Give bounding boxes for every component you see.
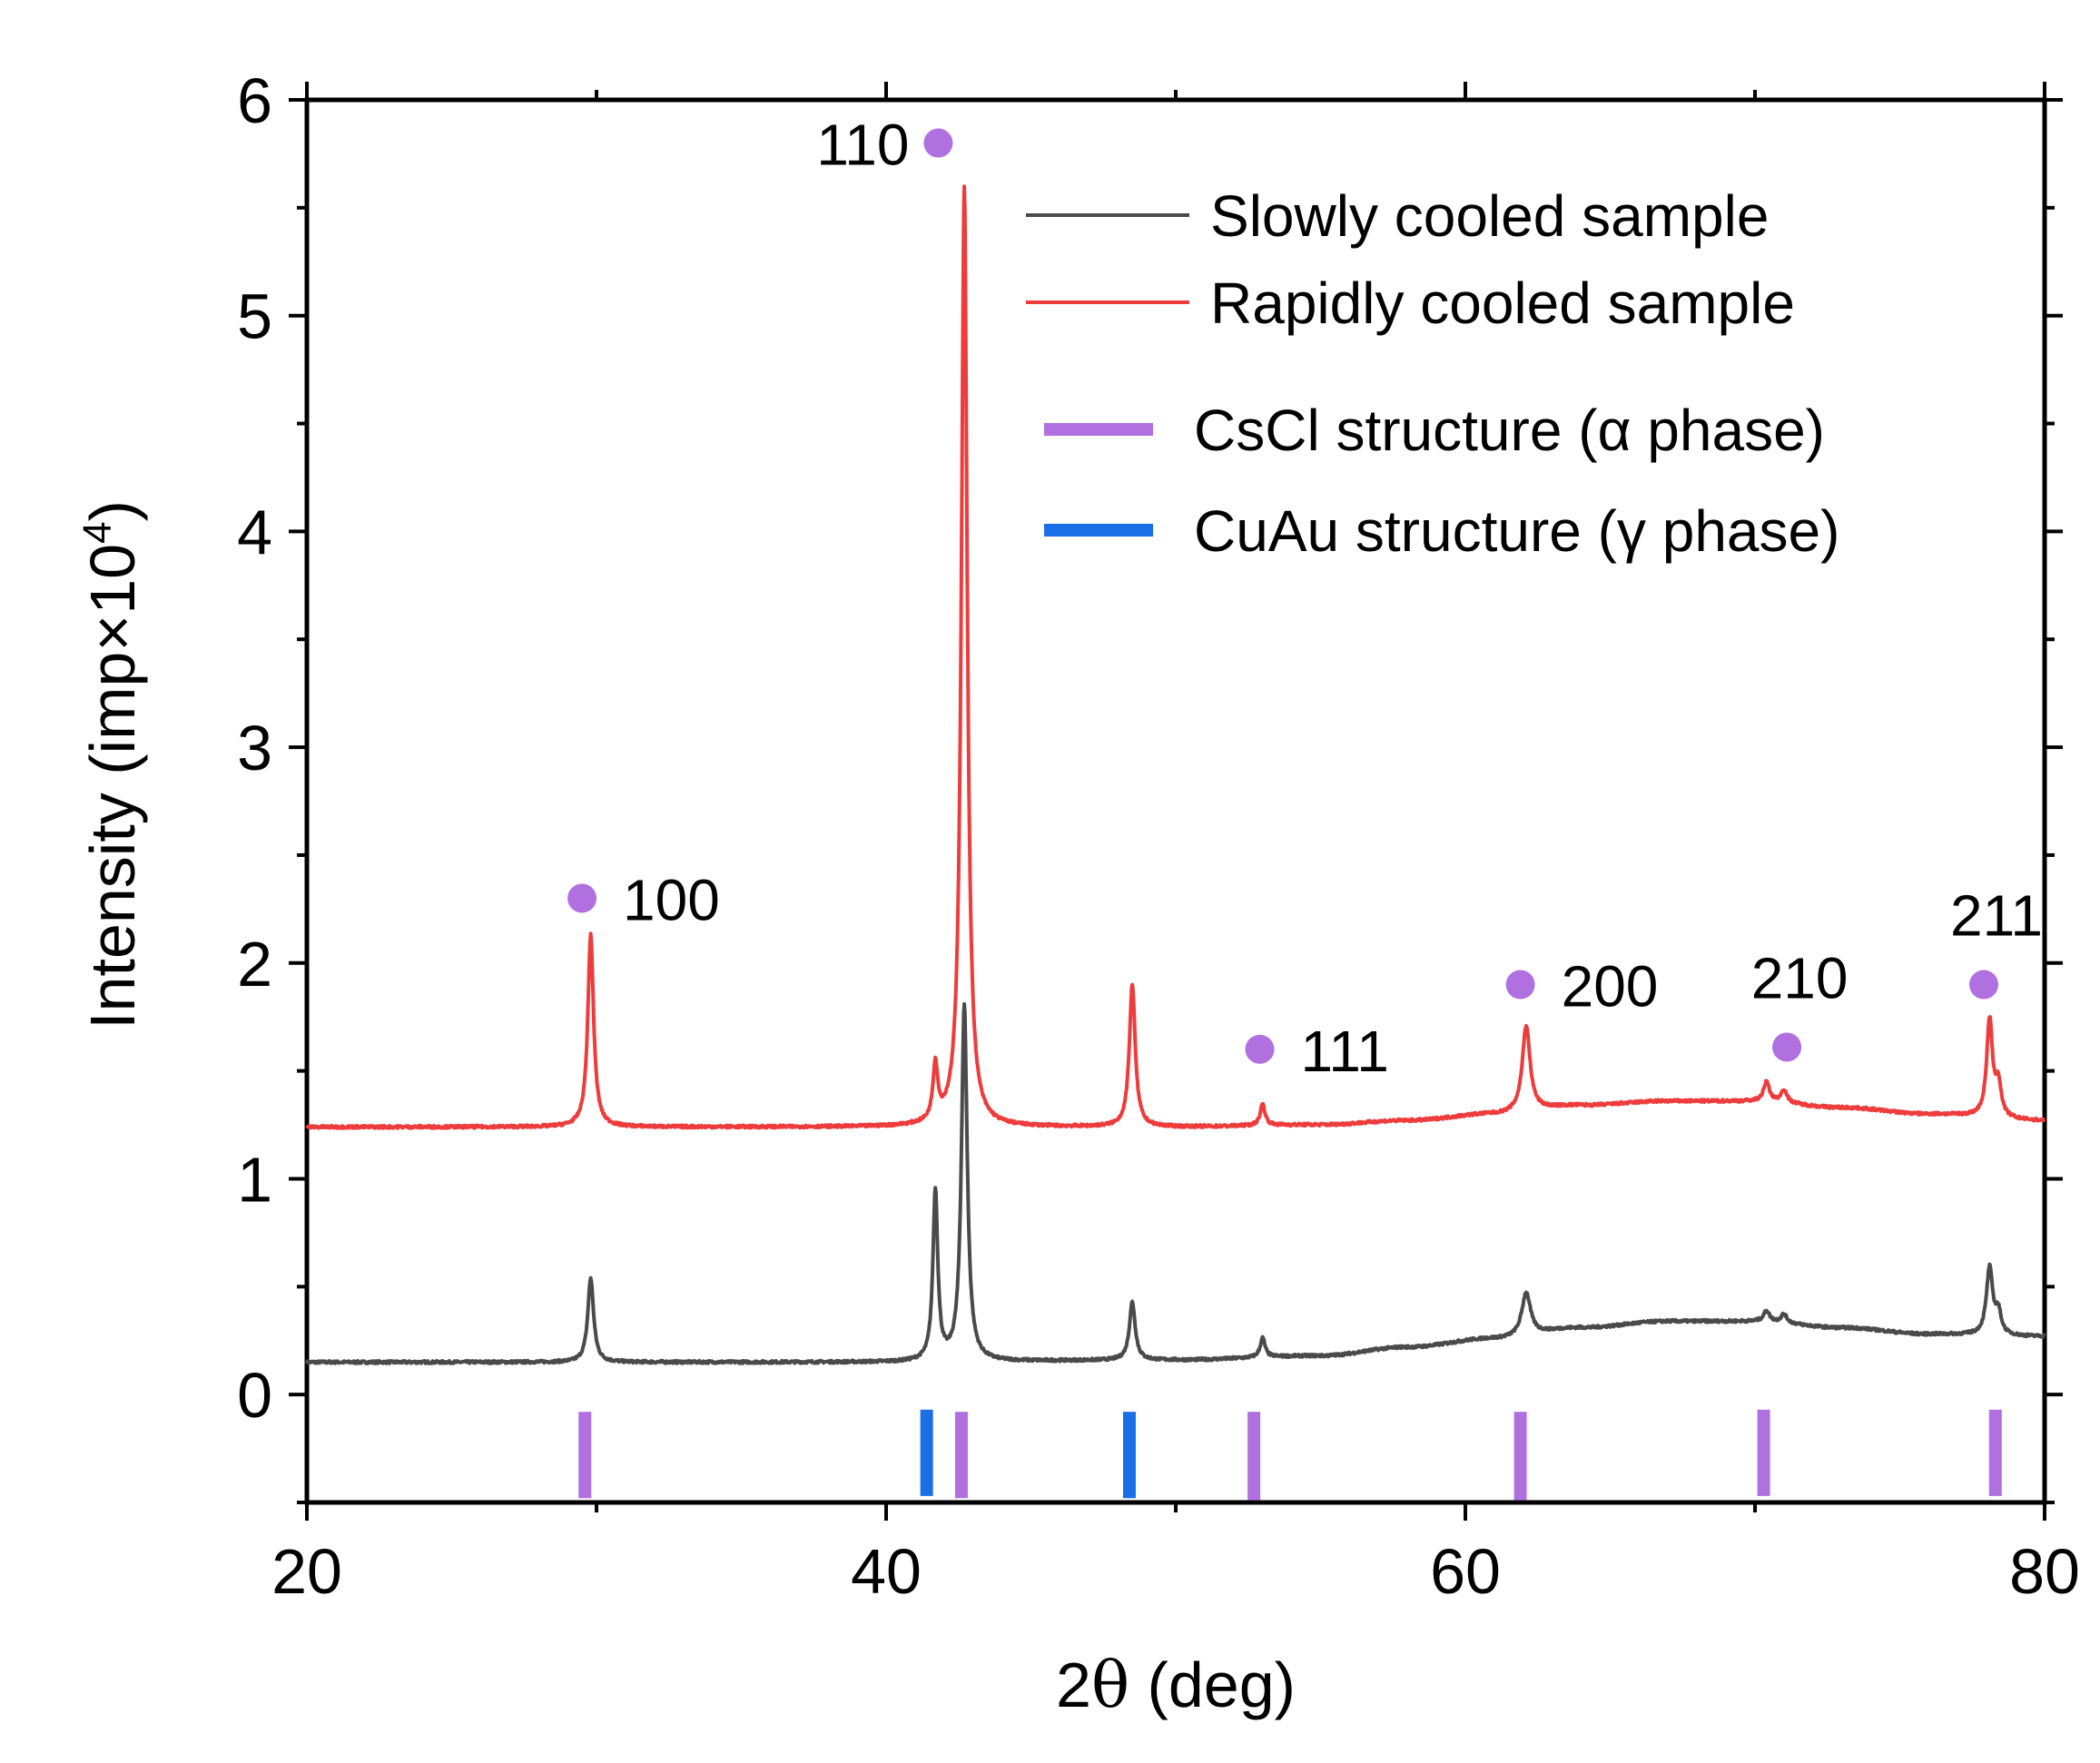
peak-markers: 110 100 111 200 210 211 bbox=[567, 113, 2043, 1084]
legend-label: Slowly cooled sample bbox=[1210, 183, 1769, 249]
peak-label-111: 111 bbox=[1301, 1019, 1389, 1084]
y-tick-label: 2 bbox=[237, 929, 272, 1000]
y-axis-title-times: × bbox=[77, 615, 148, 652]
reference-line-gamma bbox=[920, 1409, 933, 1496]
y-axis-title-close: ) bbox=[77, 500, 148, 521]
peak-marker-110 bbox=[923, 128, 953, 158]
y-axis-title-exponent: 4 bbox=[75, 521, 120, 543]
x-axis-title-theta: θ bbox=[1091, 1648, 1129, 1722]
x-tick-label: 60 bbox=[1430, 1536, 1501, 1607]
y-tick-label: 4 bbox=[237, 497, 272, 567]
peak-label-210: 210 bbox=[1751, 945, 1849, 1010]
reference-line-alpha bbox=[1247, 1412, 1261, 1501]
reference-line-alpha bbox=[1513, 1412, 1527, 1501]
series-line-rapidly-cooled bbox=[305, 184, 2046, 1130]
reference-line-alpha bbox=[1757, 1409, 1770, 1496]
legend-label: Rapidly cooled sample bbox=[1210, 271, 1795, 336]
legend-swatch bbox=[1044, 524, 1153, 537]
y-axis-title: Intensity (imp×104) bbox=[75, 500, 148, 1029]
x-tick-label: 20 bbox=[271, 1536, 342, 1607]
peak-label-200: 200 bbox=[1562, 954, 1659, 1019]
peak-marker-211 bbox=[1969, 970, 1999, 1000]
series-line-slowly-cooled bbox=[305, 1001, 2046, 1365]
x-tick-label: 80 bbox=[2009, 1536, 2080, 1607]
x-axis-title: 2θ (deg) bbox=[1056, 1648, 1296, 1722]
legend-swatch bbox=[1044, 423, 1153, 436]
y-tick-label: 5 bbox=[237, 281, 272, 352]
legend-label: CsCl structure (α phase) bbox=[1194, 398, 1825, 463]
y-tick-label: 3 bbox=[237, 713, 272, 783]
peak-marker-111 bbox=[1245, 1034, 1275, 1064]
peak-marker-210 bbox=[1772, 1032, 1802, 1062]
peak-label-100: 100 bbox=[623, 867, 720, 932]
x-axis-title-prefix: 2 bbox=[1056, 1650, 1091, 1720]
reference-lines bbox=[578, 1409, 2002, 1501]
y-axis-title-base: 10 bbox=[77, 544, 148, 615]
peak-label-110: 110 bbox=[816, 113, 909, 178]
reference-line-alpha bbox=[578, 1412, 592, 1499]
axis-ticks: 20 40 60 80 0 1 2 3 4 5 6 bbox=[237, 65, 2080, 1607]
y-tick-label: 1 bbox=[237, 1144, 272, 1215]
peak-label-211: 211 bbox=[1950, 883, 2043, 949]
x-tick-label: 40 bbox=[851, 1536, 922, 1607]
y-tick-label: 6 bbox=[237, 65, 272, 136]
peak-marker-100 bbox=[567, 883, 597, 913]
plot-area: 110 100 111 200 210 211 20 40 60 80 0 1 2 3 4 5 6 bbox=[237, 65, 2080, 1607]
reference-line-alpha bbox=[954, 1412, 968, 1499]
reference-line-alpha bbox=[1988, 1409, 2002, 1496]
reference-line-gamma bbox=[1122, 1412, 1136, 1499]
series-layer bbox=[305, 184, 2046, 1365]
x-axis-title-unit: (deg) bbox=[1129, 1650, 1296, 1720]
y-axis-title-main: Intensity (imp bbox=[77, 652, 148, 1029]
peak-marker-200 bbox=[1505, 970, 1535, 1000]
legend: Slowly cooled sample Rapidly cooled sampl… bbox=[1026, 183, 1839, 564]
y-tick-label: 0 bbox=[237, 1360, 272, 1431]
legend-label: CuAu structure (γ phase) bbox=[1194, 498, 1839, 564]
